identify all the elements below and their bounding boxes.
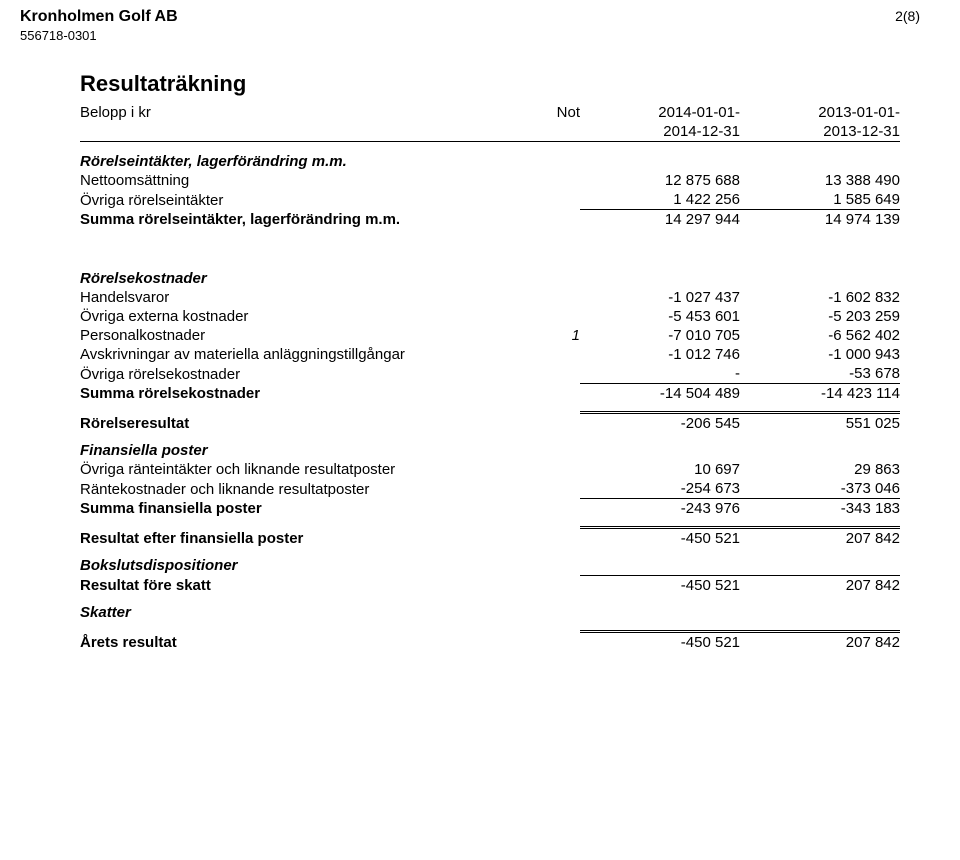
- after-fin-a: -450 521: [580, 528, 740, 549]
- revenues-heading: Rörelseintäkter, lagerförändring m.m.: [80, 152, 510, 171]
- company-block: Kronholmen Golf AB 556718-0301: [20, 8, 178, 43]
- report-title: Resultaträkning: [80, 71, 920, 97]
- table-row: Avskrivningar av materiella anläggningst…: [80, 345, 900, 364]
- row-val-b: 1 585 649: [740, 190, 900, 210]
- row-val-a: 12 875 688: [580, 171, 740, 190]
- row-label: Räntekostnader och liknande resultatpost…: [80, 479, 510, 499]
- taxes-heading: Skatter: [80, 603, 510, 622]
- table-row: Övriga rörelseintäkter 1 422 256 1 585 6…: [80, 190, 900, 210]
- costs-heading: Rörelsekostnader: [80, 269, 510, 288]
- year-result-label: Årets resultat: [80, 631, 510, 652]
- row-label: Övriga rörelseintäkter: [80, 190, 510, 210]
- financial-heading: Finansiella poster: [80, 441, 510, 460]
- row-note: 1: [510, 326, 580, 345]
- row-val-b: -5 203 259: [740, 307, 900, 326]
- financial-heading-row: Finansiella poster: [80, 441, 900, 460]
- col-b-header-1: 2013-01-01-: [740, 103, 900, 122]
- table-row: Nettoomsättning 12 875 688 13 388 490: [80, 171, 900, 190]
- col-a-header-1: 2014-01-01-: [580, 103, 740, 122]
- row-val-b: -1 602 832: [740, 288, 900, 307]
- col-a-header-2: 2014-12-31: [580, 122, 740, 142]
- row-val-a: -5 453 601: [580, 307, 740, 326]
- before-tax-row: Resultat före skatt -450 521 207 842: [80, 575, 900, 595]
- row-val-b: -1 000 943: [740, 345, 900, 364]
- row-val-a: -1 027 437: [580, 288, 740, 307]
- row-val-b: -53 678: [740, 364, 900, 384]
- revenues-sum-a: 14 297 944: [580, 210, 740, 230]
- before-tax-b: 207 842: [740, 575, 900, 595]
- costs-sum-a: -14 504 489: [580, 384, 740, 404]
- year-result-row: Årets resultat -450 521 207 842: [80, 631, 900, 652]
- financial-sum-label: Summa finansiella poster: [80, 499, 510, 519]
- row-label: Övriga rörelsekostnader: [80, 364, 510, 384]
- before-tax-a: -450 521: [580, 575, 740, 595]
- costs-sum-row: Summa rörelsekostnader -14 504 489 -14 4…: [80, 384, 900, 404]
- year-result-b: 207 842: [740, 631, 900, 652]
- company-name: Kronholmen Golf AB: [20, 8, 178, 26]
- row-val-a: -7 010 705: [580, 326, 740, 345]
- revenues-sum-label: Summa rörelseintäkter, lagerförändring m…: [80, 210, 510, 230]
- org-number: 556718-0301: [20, 28, 178, 43]
- row-note: [510, 307, 580, 326]
- row-val-a: -1 012 746: [580, 345, 740, 364]
- revenues-sum-b: 14 974 139: [740, 210, 900, 230]
- dispositions-heading-row: Bokslutsdispositioner: [80, 556, 900, 575]
- year-result-a: -450 521: [580, 631, 740, 652]
- page-header: Kronholmen Golf AB 556718-0301 2(8): [20, 8, 920, 43]
- row-val-b: -373 046: [740, 479, 900, 499]
- income-statement-table: Belopp i kr Not 2014-01-01- 2013-01-01- …: [80, 103, 900, 652]
- table-row: Övriga ränteintäkter och liknande result…: [80, 460, 900, 479]
- column-header-row-1: Belopp i kr Not 2014-01-01- 2013-01-01-: [80, 103, 900, 122]
- table-row: Handelsvaror -1 027 437 -1 602 832: [80, 288, 900, 307]
- row-label: Avskrivningar av materiella anläggningst…: [80, 345, 510, 364]
- content: Resultaträkning Belopp i kr Not 2014-01-…: [80, 71, 920, 652]
- row-label: Övriga ränteintäkter och liknande result…: [80, 460, 510, 479]
- taxes-heading-row: Skatter: [80, 603, 900, 622]
- row-note: [510, 288, 580, 307]
- row-val-b: 29 863: [740, 460, 900, 479]
- operating-b: 551 025: [740, 413, 900, 434]
- table-row: Övriga externa kostnader -5 453 601 -5 2…: [80, 307, 900, 326]
- dispositions-heading: Bokslutsdispositioner: [80, 556, 510, 575]
- costs-heading-row: Rörelsekostnader: [80, 269, 900, 288]
- operating-result-row: Rörelseresultat -206 545 551 025: [80, 413, 900, 434]
- operating-label: Rörelseresultat: [80, 413, 510, 434]
- after-fin-b: 207 842: [740, 528, 900, 549]
- col-label-header: Belopp i kr: [80, 103, 510, 122]
- row-label: Nettoomsättning: [80, 171, 510, 190]
- row-val-a: -: [580, 364, 740, 384]
- revenues-heading-row: Rörelseintäkter, lagerförändring m.m.: [80, 152, 900, 171]
- column-header-row-2: 2014-12-31 2013-12-31: [80, 122, 900, 142]
- before-tax-label: Resultat före skatt: [80, 575, 510, 595]
- page-number: 2(8): [895, 8, 920, 24]
- table-row: Övriga rörelsekostnader - -53 678: [80, 364, 900, 384]
- col-note-header: Not: [510, 103, 580, 122]
- row-label: Handelsvaror: [80, 288, 510, 307]
- financial-sum-b: -343 183: [740, 499, 900, 519]
- row-val-b: 13 388 490: [740, 171, 900, 190]
- page-container: Kronholmen Golf AB 556718-0301 2(8) Resu…: [0, 0, 960, 860]
- financial-sum-a: -243 976: [580, 499, 740, 519]
- row-note: [510, 345, 580, 364]
- costs-sum-label: Summa rörelsekostnader: [80, 384, 510, 404]
- row-note: [510, 364, 580, 384]
- row-val-a: 10 697: [580, 460, 740, 479]
- financial-sum-row: Summa finansiella poster -243 976 -343 1…: [80, 499, 900, 519]
- operating-a: -206 545: [580, 413, 740, 434]
- row-val-a: 1 422 256: [580, 190, 740, 210]
- row-val-b: -6 562 402: [740, 326, 900, 345]
- row-label: Personalkostnader: [80, 326, 510, 345]
- col-b-header-2: 2013-12-31: [740, 122, 900, 142]
- row-val-a: -254 673: [580, 479, 740, 499]
- after-fin-label: Resultat efter finansiella poster: [80, 528, 510, 549]
- revenues-sum-row: Summa rörelseintäkter, lagerförändring m…: [80, 210, 900, 230]
- costs-sum-b: -14 423 114: [740, 384, 900, 404]
- after-fin-row: Resultat efter finansiella poster -450 5…: [80, 528, 900, 549]
- row-label: Övriga externa kostnader: [80, 307, 510, 326]
- table-row: Personalkostnader 1 -7 010 705 -6 562 40…: [80, 326, 900, 345]
- table-row: Räntekostnader och liknande resultatpost…: [80, 479, 900, 499]
